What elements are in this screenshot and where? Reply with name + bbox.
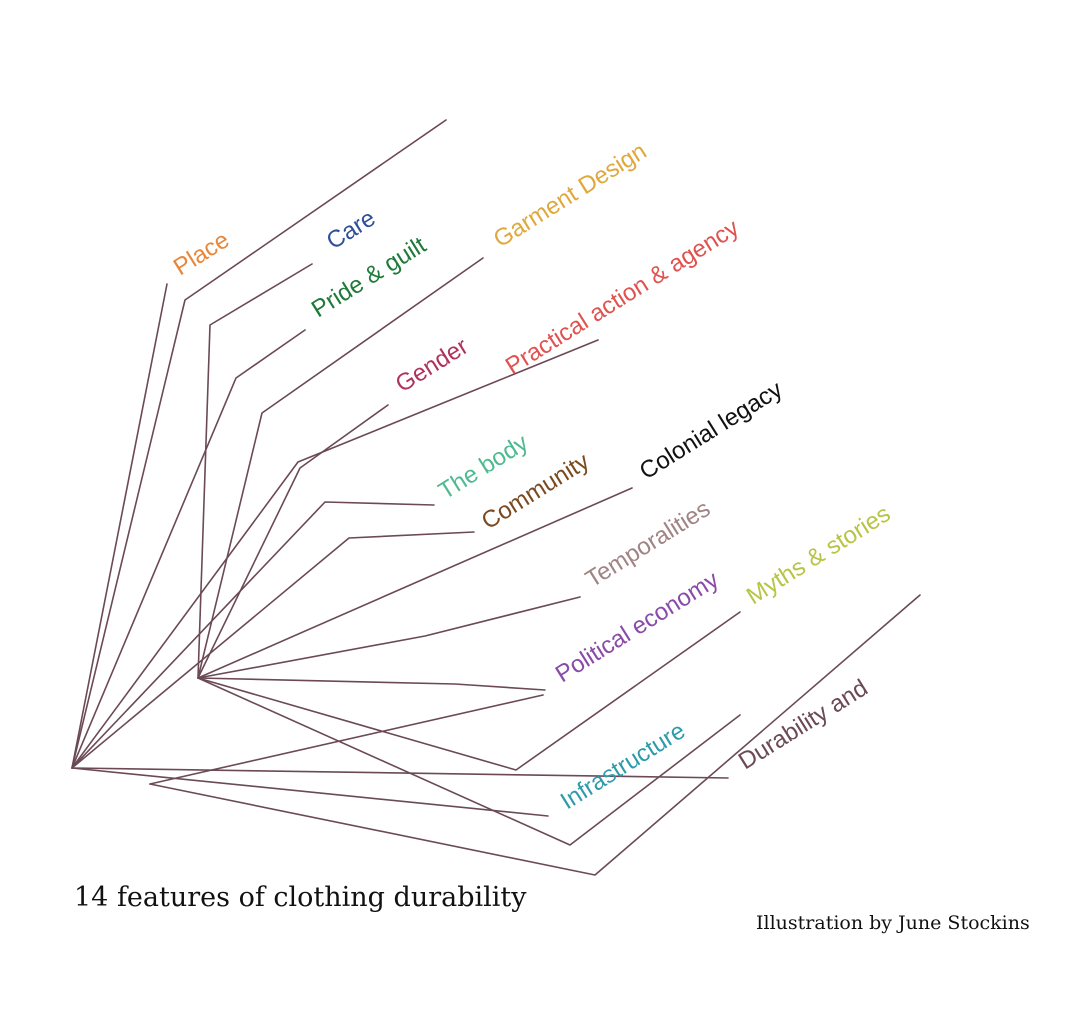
branch-line-myths — [197, 611, 741, 771]
feature-label-care: Care — [322, 205, 380, 255]
branch-line-durability-b — [149, 594, 921, 876]
feature-label-practical-action: Practical action & agency — [501, 214, 744, 380]
branch-line-body — [71, 501, 435, 769]
feature-label-garment-design: Garment Design — [489, 138, 652, 254]
illustration-credit: Illustration by June Stockins — [756, 912, 1030, 934]
branch-line-temporalities — [197, 596, 581, 679]
branch-line-political — [197, 677, 546, 691]
feature-label-durability-and: Durability and — [734, 674, 873, 775]
branch-line-place — [71, 283, 168, 769]
feature-label-infrastructure: Infrastructure — [556, 717, 690, 815]
branch-line-top — [71, 119, 447, 769]
branch-line-garment — [197, 257, 484, 679]
branch-line-durability-a — [197, 677, 741, 846]
branch-line-practical — [71, 339, 599, 769]
branch-line-colonial — [197, 487, 633, 679]
branch-line-community — [71, 531, 475, 769]
branch-line-pride — [71, 329, 306, 769]
feature-label-gender: Gender — [391, 333, 473, 398]
branch-line-durability-c — [71, 767, 729, 779]
feature-label-political-economy: Political economy — [551, 566, 724, 688]
feature-label-pride-guilt: Pride & guilt — [307, 231, 431, 323]
branch-line-care — [197, 263, 313, 679]
branch-line-infra-a — [71, 767, 549, 817]
branch-line-gender — [197, 404, 389, 679]
branch-lines — [71, 119, 921, 876]
branch-line-infra-b — [149, 694, 544, 785]
feature-label-myths-stories: Myths & stories — [742, 500, 895, 610]
diagram-title: 14 features of clothing durability — [74, 882, 527, 913]
feature-label-colonial-legacy: Colonial legacy — [635, 376, 787, 485]
